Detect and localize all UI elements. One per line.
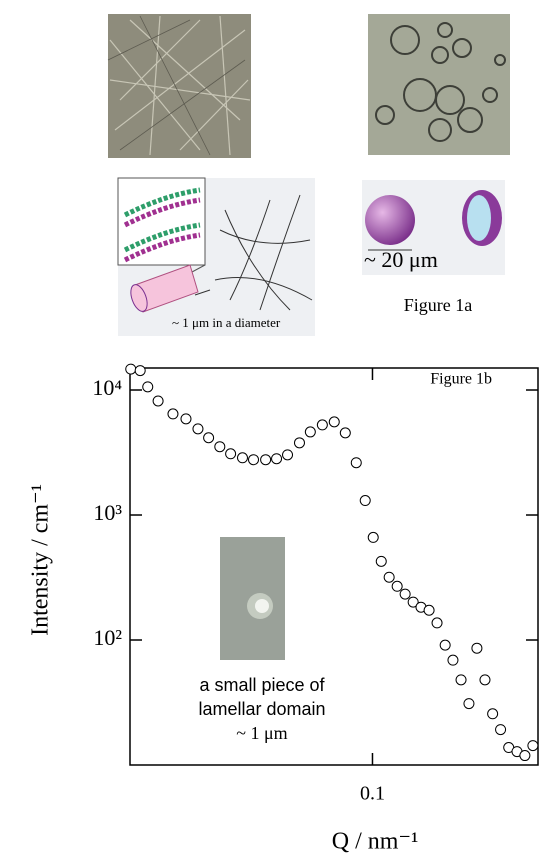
data-point [317, 420, 327, 430]
data-point [440, 640, 450, 650]
data-point [143, 382, 153, 392]
y-axis-label: Intensity / cm⁻¹ [28, 484, 54, 636]
data-point [168, 409, 178, 419]
data-point [193, 424, 203, 434]
caption: Figure 1a [404, 295, 472, 315]
data-point [520, 751, 530, 761]
inset-label: ~ 1 μm [236, 723, 287, 743]
vesicle-schematic: ~ 20 μm [362, 180, 505, 275]
data-point [528, 741, 538, 751]
data-point [340, 428, 350, 438]
vesicle-label: ~ 20 μm [364, 247, 438, 272]
data-point [448, 655, 458, 665]
data-point [226, 449, 236, 459]
data-point [472, 643, 482, 653]
data-point [368, 532, 378, 542]
data-point [204, 433, 214, 443]
x-tick-label: 0.1 [360, 783, 385, 805]
data-point [480, 675, 490, 685]
data-point [496, 725, 506, 735]
annotation: Figure 1b [430, 371, 492, 388]
data-point [126, 364, 136, 374]
x-axis-label: Q / nm⁻¹ [332, 829, 419, 855]
data-point [384, 572, 394, 582]
data-point [351, 458, 361, 468]
fibril-schematic: ~ 1 μm in a diameter [118, 178, 315, 336]
data-point [392, 581, 402, 591]
micrograph-vesicles [368, 14, 510, 155]
data-point [376, 556, 386, 566]
data-point [249, 455, 259, 465]
data-point [181, 414, 191, 424]
data-point [153, 396, 163, 406]
inset-label: lamellar domain [198, 699, 325, 719]
data-point [215, 442, 225, 452]
chart: Figure 1b a small piece of lamellar doma… [28, 364, 539, 854]
inset-photo [220, 537, 285, 660]
plot-frame [130, 368, 538, 765]
data-point [135, 366, 145, 376]
figure: ~ 1 μm in a diameter ~ 20 μm Figure 1a F… [0, 0, 539, 863]
data-point [464, 699, 474, 709]
data-point [424, 605, 434, 615]
micrograph-fibrils [108, 14, 251, 158]
data-point [400, 589, 410, 599]
data-point [294, 438, 304, 448]
data-point [432, 618, 442, 628]
data-point [261, 455, 271, 465]
data-point [329, 417, 339, 427]
data-point [488, 709, 498, 719]
data-point [456, 675, 466, 685]
fibril-label: ~ 1 μm in a diameter [172, 315, 281, 330]
data-point [237, 453, 247, 463]
y-tick-label: 10⁴ [92, 375, 122, 400]
page: {"figure_1a": {"fibril_label": "~ 1 μm i… [0, 0, 539, 863]
data-point [272, 454, 282, 464]
data-point [305, 427, 315, 437]
y-tick-label: 10³ [93, 500, 122, 525]
inset-label: a small piece of [199, 675, 325, 695]
data-point [283, 450, 293, 460]
y-tick-label: 10² [93, 625, 122, 650]
data-point [360, 496, 370, 506]
